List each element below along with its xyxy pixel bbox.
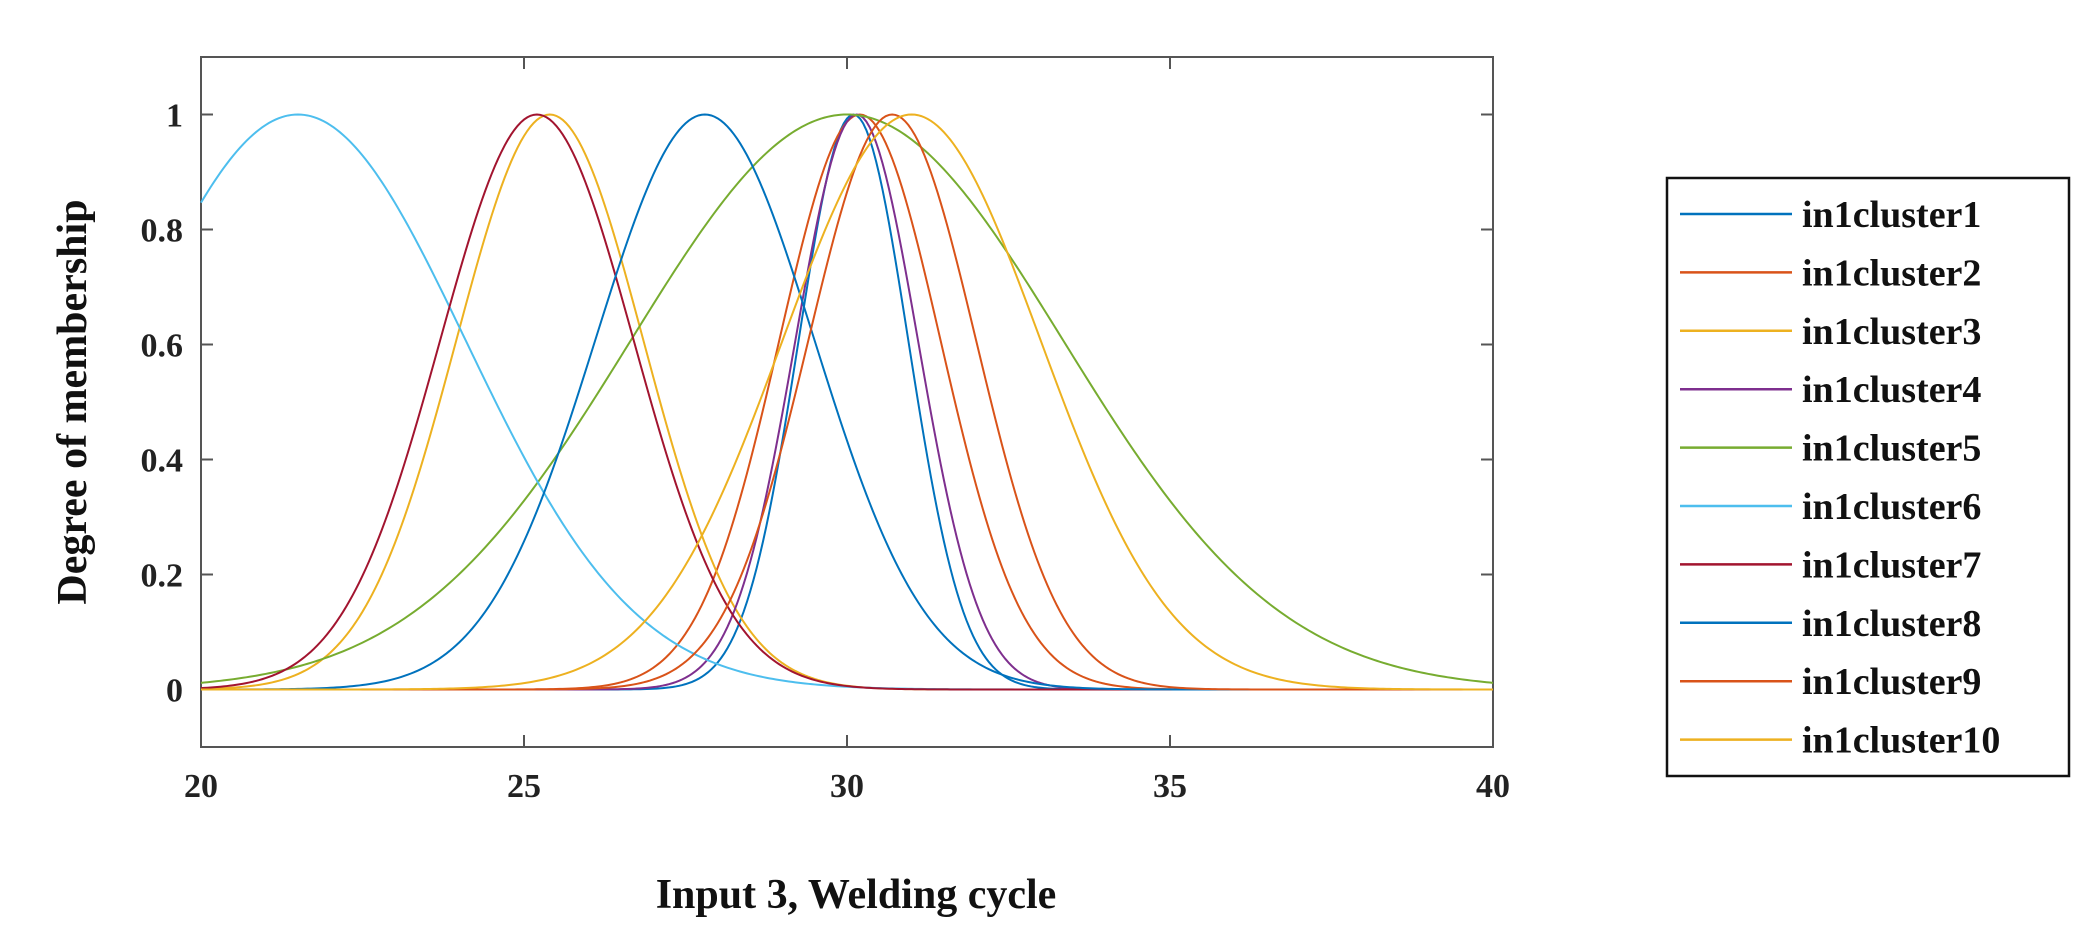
legend-label-in1cluster9: in1cluster9	[1802, 661, 1981, 703]
legend-label-in1cluster10: in1cluster10	[1802, 720, 2000, 762]
x-tick-label: 20	[184, 768, 218, 805]
y-tick-label: 0.2	[141, 558, 184, 595]
series-line-in1cluster10	[201, 113, 1494, 691]
x-axis-label: Input 3, Welding cycle	[656, 872, 1057, 918]
x-tick-label: 25	[507, 768, 541, 805]
legend-label-in1cluster7: in1cluster7	[1802, 544, 1981, 586]
curves-layer	[200, 113, 1494, 691]
legend-label-in1cluster4: in1cluster4	[1802, 369, 1981, 411]
series-line-in1cluster5	[200, 113, 1494, 684]
tick-labels: 20 25 30 35 40 0 0.2 0.4 0.6 0.8 1	[141, 98, 1511, 806]
y-tick-label: 0	[166, 673, 183, 710]
legend-label-in1cluster8: in1cluster8	[1802, 603, 1981, 645]
legend: in1cluster1 in1cluster2 in1cluster3 in1clus…	[1665, 176, 2071, 778]
legend-label-in1cluster1: in1cluster1	[1802, 194, 1981, 236]
y-axis-label: Degree of membership	[50, 199, 96, 604]
y-tick-label: 0.4	[141, 443, 184, 480]
y-tick-label: 0.8	[141, 213, 184, 250]
legend-box	[1665, 176, 2071, 778]
legend-label-in1cluster2: in1cluster2	[1802, 252, 1981, 294]
legend-label-in1cluster5: in1cluster5	[1802, 428, 1981, 470]
x-tick-label: 40	[1476, 768, 1510, 805]
legend-label-in1cluster3: in1cluster3	[1802, 311, 1981, 353]
x-tick-label: 35	[1153, 768, 1187, 805]
y-tick-label: 0.6	[141, 328, 184, 365]
y-tick-label: 1	[166, 98, 183, 135]
plot-area	[200, 56, 1494, 748]
x-tick-label: 30	[830, 768, 864, 805]
legend-label-in1cluster6: in1cluster6	[1802, 486, 1981, 528]
